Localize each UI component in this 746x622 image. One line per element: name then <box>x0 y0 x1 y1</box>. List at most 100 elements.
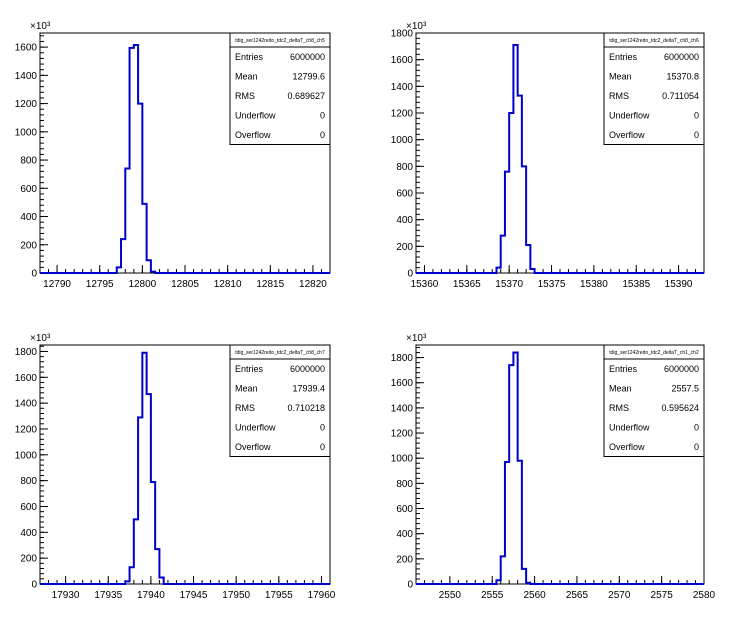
stat-label: Entries <box>235 364 264 374</box>
stats-title: tdig_ser1242redo_tdc2_deltaT_ch8_ch5 <box>235 38 325 44</box>
y-tick-label: 1400 <box>391 82 414 93</box>
y-tick-label: 1200 <box>391 109 414 120</box>
y-tick-label: 400 <box>396 529 413 540</box>
stats-box-frame <box>603 344 705 457</box>
y-tick-label: 0 <box>31 580 37 591</box>
y-tick-label: 1400 <box>15 399 38 410</box>
stat-value: 0 <box>694 442 699 452</box>
x-tick-label: 15390 <box>665 279 693 290</box>
stats-box-frame <box>603 32 705 145</box>
stat-value: 15370.8 <box>666 72 699 82</box>
stat-value: 0.710218 <box>287 403 325 413</box>
y-tick-label: 1000 <box>15 127 38 138</box>
x-tick-label: 12790 <box>43 279 71 290</box>
x-tick-label: 2565 <box>566 590 589 601</box>
stat-label: RMS <box>609 403 629 413</box>
y-tick-label: 1800 <box>391 29 414 40</box>
y-tick-label: 0 <box>407 269 413 280</box>
y-multiplier-label: ×10³ <box>30 21 51 32</box>
histogram-panel-1: 0 200 400 600 800 1000 1200 1400 1600 12790 12795 1… <box>15 21 331 290</box>
stat-value: 0.689627 <box>287 91 325 101</box>
stat-label: Entries <box>609 364 638 374</box>
y-tick-label: 600 <box>396 189 413 200</box>
stat-value: 0 <box>694 111 699 121</box>
x-tick-label: 17955 <box>265 590 293 601</box>
stat-label: RMS <box>609 91 629 101</box>
stat-value: 12799.6 <box>292 72 325 82</box>
y-tick-label: 800 <box>20 476 37 487</box>
stat-label: RMS <box>235 403 255 413</box>
y-tick-label: 0 <box>407 580 413 591</box>
stat-label: Underflow <box>609 423 650 433</box>
stat-value: 0 <box>320 442 325 452</box>
y-tick-label: 600 <box>20 184 37 195</box>
stat-label: Overflow <box>235 130 271 140</box>
x-tick-label: 17960 <box>308 590 336 601</box>
histogram-line <box>40 44 330 274</box>
x-tick-label: 12795 <box>86 279 114 290</box>
stat-value: 6000000 <box>664 52 699 62</box>
y-tick-label: 200 <box>20 240 37 251</box>
x-tick-label: 2570 <box>608 590 631 601</box>
x-tick-label: 17930 <box>52 590 80 601</box>
x-tick-label: 15365 <box>453 279 481 290</box>
y-tick-label: 800 <box>396 162 413 173</box>
x-tick-label: 15385 <box>622 279 650 290</box>
y-tick-label: 1200 <box>15 424 38 435</box>
y-multiplier-label: ×10³ <box>406 333 427 344</box>
stat-label: Underflow <box>235 423 276 433</box>
y-multiplier-label: ×10³ <box>30 333 51 344</box>
y-tick-label: 600 <box>396 504 413 515</box>
stat-value: 0 <box>320 130 325 140</box>
y-tick-label: 400 <box>20 212 37 223</box>
x-tick-label: 12820 <box>299 279 327 290</box>
x-tick-label: 2560 <box>523 590 546 601</box>
stat-label: Overflow <box>235 442 271 452</box>
stats-box: tdig_ser1242redo_tdc2_deltaT_ch8_ch7 Entr… <box>229 344 331 457</box>
x-tick-label: 12800 <box>128 279 156 290</box>
x-tick-label: 15360 <box>411 279 439 290</box>
stats-box: tdig_ser1242redo_tdc2_deltaT_ch1_ch2 Entr… <box>603 344 705 457</box>
x-tick-label: 2575 <box>651 590 674 601</box>
stat-label: Underflow <box>609 111 650 121</box>
y-tick-label: 1000 <box>15 450 38 461</box>
y-tick-label: 1200 <box>15 99 38 110</box>
x-tick-label: 15370 <box>495 279 523 290</box>
x-tick-label: 12805 <box>171 279 199 290</box>
y-tick-label: 400 <box>396 215 413 226</box>
y-tick-label: 1800 <box>391 353 414 364</box>
x-tick-label: 17945 <box>180 590 208 601</box>
y-tick-label: 1600 <box>391 378 414 389</box>
stat-value: 0.711054 <box>662 91 699 101</box>
stat-value: 6000000 <box>664 364 699 374</box>
y-tick-label: 1400 <box>391 403 414 414</box>
stat-value: 0 <box>320 423 325 433</box>
stats-title: tdig_ser1242redo_tdc2_deltaT_ch8_ch6 <box>609 38 699 44</box>
stats-box: tdig_ser1242redo_tdc2_deltaT_ch8_ch5 Entr… <box>229 32 331 145</box>
y-tick-label: 1800 <box>15 347 38 358</box>
stat-value: 6000000 <box>290 52 325 62</box>
y-tick-label: 1600 <box>15 373 38 384</box>
y-tick-label: 200 <box>20 554 37 565</box>
x-tick-label: 12810 <box>214 279 242 290</box>
stat-value: 6000000 <box>290 364 325 374</box>
stat-value: 0.595624 <box>661 403 699 413</box>
stats-box-frame <box>229 344 331 457</box>
stat-label: Mean <box>609 384 632 394</box>
stats-title: tdig_ser1242redo_tdc2_deltaT_ch1_ch2 <box>609 350 699 356</box>
y-tick-label: 1600 <box>15 43 38 54</box>
y-tick-label: 1000 <box>391 135 414 146</box>
stat-label: RMS <box>235 91 255 101</box>
x-tick-label: 15380 <box>580 279 608 290</box>
histogram-line <box>416 351 704 585</box>
stats-box: tdig_ser1242redo_tdc2_deltaT_ch8_ch6 Entr… <box>603 32 705 145</box>
stats-title: tdig_ser1242redo_tdc2_deltaT_ch8_ch7 <box>235 350 325 356</box>
y-multiplier-label: ×10³ <box>406 21 427 32</box>
stat-value: 2557.5 <box>671 384 699 394</box>
stat-value: 17939.4 <box>292 384 325 394</box>
y-tick-label: 0 <box>31 269 37 280</box>
x-tick-label: 12815 <box>256 279 284 290</box>
x-tick-label: 17940 <box>137 590 165 601</box>
histogram-line <box>40 351 330 585</box>
